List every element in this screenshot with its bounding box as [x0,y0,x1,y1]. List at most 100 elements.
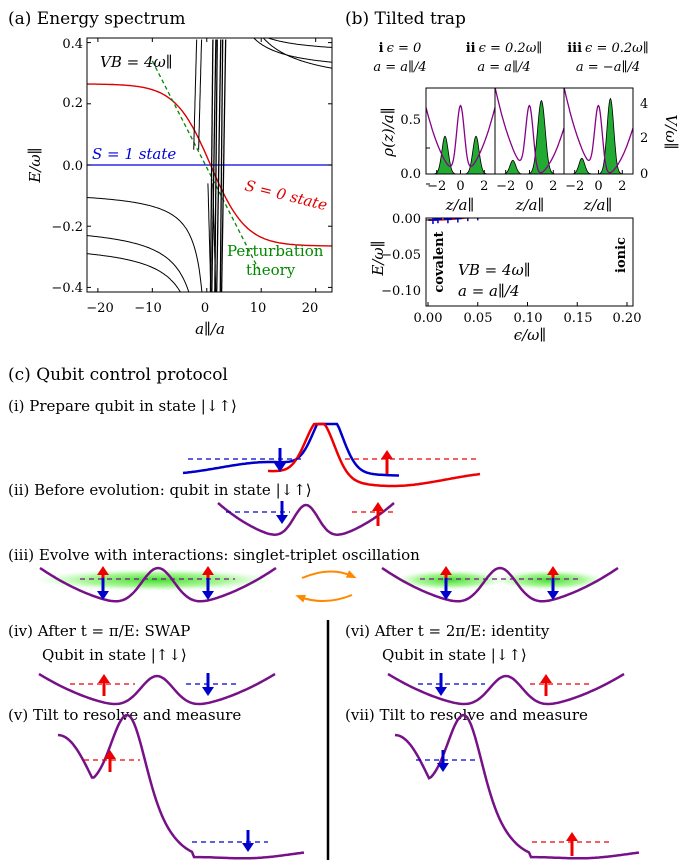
arrowhead [435,687,447,696]
well-iii-right [381,566,619,603]
vertical-branch [212,183,217,292]
density-plots [426,88,633,174]
prep-well-red [268,422,481,488]
b-top-ylabel: ρ(z)/a∥ [379,107,397,157]
arrowhead [440,566,452,575]
a-xtick: −20 [86,301,113,316]
arrowhead [104,750,116,759]
panel-c: (c) Qubit control protocol (i) Prepare q… [8,365,640,860]
a-vb-label: VB = 4ω∥ [100,53,173,71]
panel-a: (a) Energy spectrum 0.4 0.2 0.0 −0.2 −0.… [8,9,333,338]
potential-curve [563,88,633,174]
well-v [57,713,305,860]
arrowhead [98,674,110,683]
panel-a-title: (a) Energy spectrum [8,9,185,29]
step-i-label: (i) Prepare qubit in state |↓↑⟩ [8,397,237,415]
step-iv-label: (iv) After t = π/E: SWAP [8,622,190,640]
b-bot-ytick: 0.00 [392,212,421,227]
step-ii-label: (ii) Before evolution: qubit in state |↓… [8,481,312,499]
step-vi-label: (vi) After t = 2π/E: identity [345,622,550,640]
oscillation-arrow [301,570,357,579]
b-xlabel: z/a∥ [583,196,613,214]
a-ytick: −0.2 [51,220,83,235]
b-xtick: 0 [456,179,464,194]
arrowhead [547,591,559,600]
data-point [477,218,479,221]
vertical-branch [207,183,212,292]
vertical-branch [198,39,203,150]
continuum-branch [252,38,332,63]
data-point [433,218,442,224]
a-xtick: 10 [250,301,267,316]
data-point [494,207,502,215]
arrowhead [97,591,109,600]
a-ytick: 0.0 [62,159,83,174]
covalent-label: covalent [432,231,447,292]
vertical-branch [214,39,218,292]
a-pt-label: Perturbation [227,242,324,260]
step-vii-label: (vii) Tilt to resolve and measure [345,706,588,724]
b-bot-axes [425,217,634,307]
continuum-branch [87,253,181,292]
case-a: a = a∥/4 [477,60,530,75]
a-ytick: 0.2 [62,96,83,111]
a-xtick: −10 [134,301,161,316]
ionic-label: ionic [614,237,629,273]
vertical-branch [220,39,227,292]
potential-curve [426,104,496,168]
prep-well-blue [182,422,399,477]
b-bot-xtick: 0.05 [464,311,493,326]
panel-c-title: (c) Qubit control protocol [8,365,228,385]
pt-line [151,60,260,270]
b-ytick: 0.5 [400,113,421,128]
data-point [453,218,462,223]
continuum-branch [262,38,332,69]
case-a: a = a∥/4 [373,60,426,75]
arrowhead [540,674,552,683]
b-bot-xtick: 0.20 [613,311,642,326]
b-vb-label: VB = 4ω∥ [458,261,531,279]
b-xtick: −2 [496,179,515,194]
b-y2tick: 0 [640,167,648,182]
well-iii-left [39,566,277,603]
a-ytick: −0.4 [51,281,83,296]
arrowhead [437,763,449,772]
arrowhead [202,566,214,575]
b-xlabel: z/a∥ [445,196,475,214]
well-vii [394,713,640,860]
arrowhead [274,463,286,472]
s0-curve [87,83,332,247]
b-xlabel: z/a∥ [515,196,545,214]
arrowhead [202,591,214,600]
well-ii [217,502,395,536]
case-header: ii ϵ = 0.2ω∥ [466,41,543,56]
b-xtick: −2 [427,179,446,194]
panel-a-ticks [87,38,332,292]
panel-b-title: (b) Tilted trap [345,9,466,29]
b-top-ticks [436,170,623,174]
step-vi-sub: Qubit in state |↓↑⟩ [382,646,527,664]
b-y2tick: 4 [640,97,648,112]
b-xtick: 2 [480,179,488,194]
well-iv [38,672,276,706]
a-s0-label: S = 0 state [243,176,329,214]
b-y2tick: 2 [640,131,648,146]
vertical-branch [211,39,217,292]
arrowhead [381,450,393,459]
a-xtick: 0 [201,301,209,316]
b-bot-xtick: 0.10 [514,311,543,326]
step-iii-label: (iii) Evolve with interactions: singlet-… [8,546,420,564]
arrowhead [547,566,559,575]
arrowhead [202,687,214,696]
density-fill [564,97,633,174]
arrowhead [372,502,384,511]
density-cloud [495,570,605,590]
density-fill [495,99,564,174]
case-a: a = −a∥/4 [576,60,640,75]
well-vi [387,672,625,706]
b-xtick: 0 [594,179,602,194]
a-ylabel: E/ω∥ [26,147,44,183]
